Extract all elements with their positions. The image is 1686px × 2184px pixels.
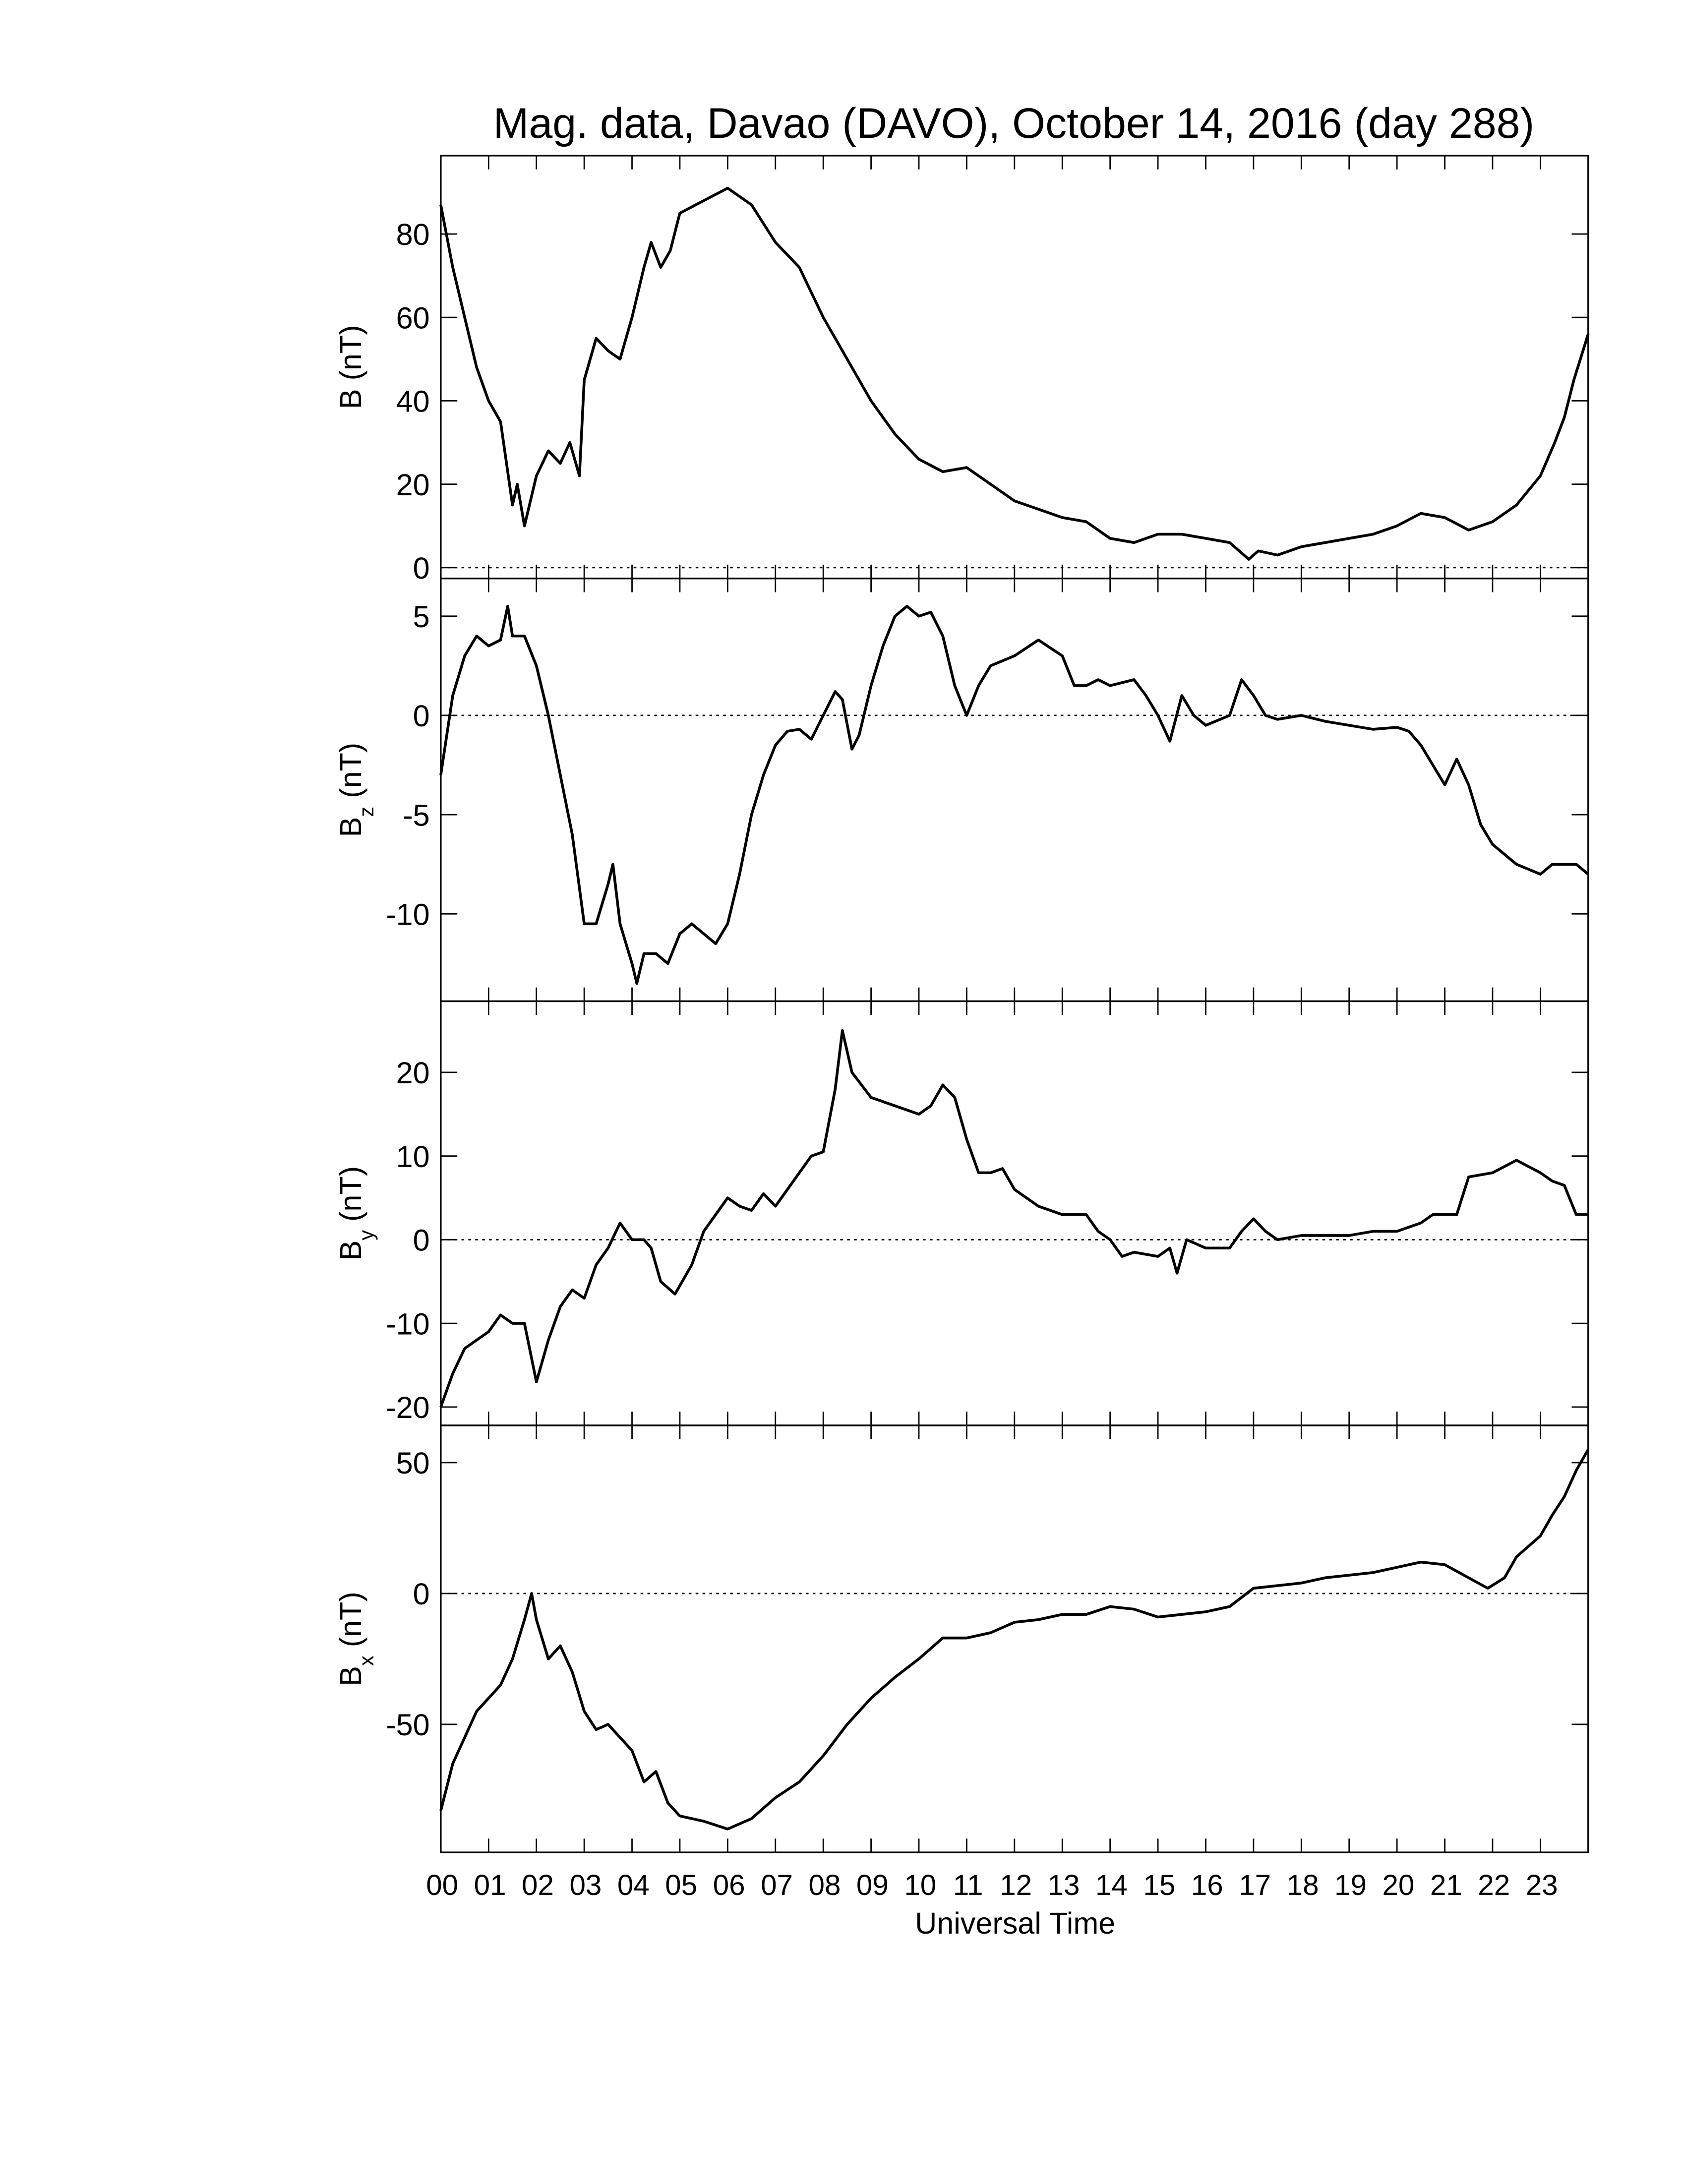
data-line: [439, 1029, 1588, 1408]
x-tick-label: 06: [713, 1869, 745, 1901]
data-line: [439, 186, 1590, 561]
y-axis-label-base: B: [334, 817, 367, 837]
y-tick-label: 20: [396, 1056, 430, 1090]
x-tick-label: 14: [1095, 1869, 1128, 1901]
x-tick-label: 22: [1478, 1869, 1510, 1901]
x-tick-label: 15: [1143, 1869, 1175, 1901]
y-axis-label-base: B: [334, 1666, 367, 1686]
y-tick-label: -50: [386, 1708, 429, 1742]
y-tick-label: 20: [396, 468, 430, 502]
y-tick-label: 0: [413, 1577, 430, 1611]
y-tick-label: -10: [386, 1307, 429, 1341]
y-tick-label: -20: [386, 1391, 429, 1424]
y-tick-label: -10: [386, 898, 429, 932]
x-tick-label: 13: [1048, 1869, 1080, 1901]
x-tick-label: 08: [809, 1869, 841, 1901]
y-axis-label: B (nT): [334, 325, 367, 409]
y-tick-label: 5: [413, 600, 430, 634]
x-tick-label: 02: [522, 1869, 554, 1901]
y-tick-label: 10: [396, 1140, 430, 1174]
y-axis-label-unit: (nT): [334, 743, 367, 807]
x-tick-label: 11: [953, 1869, 983, 1901]
x-tick-label: 19: [1334, 1869, 1367, 1901]
y-axis-label-sub: x: [355, 1655, 378, 1666]
x-tick-label: 03: [569, 1869, 602, 1901]
y-axis-label-sub: y: [355, 1230, 378, 1240]
x-tick-label: 21: [1430, 1869, 1462, 1901]
y-axis-label-sub: z: [355, 807, 378, 817]
x-tick-label: 12: [1000, 1869, 1032, 1901]
data-line: [439, 1449, 1590, 1830]
y-axis-label: Bz (nT): [334, 743, 378, 837]
x-tick-label: 17: [1239, 1869, 1271, 1901]
x-tick-label: 23: [1526, 1869, 1558, 1901]
y-tick-label: 0: [413, 551, 430, 585]
y-axis-label-unit: (nT): [334, 1166, 367, 1230]
x-tick-label: 01: [474, 1869, 506, 1901]
x-tick-label: 00: [426, 1869, 458, 1901]
x-tick-label: 09: [856, 1869, 889, 1901]
x-axis-label: Universal Time: [915, 1906, 1115, 1940]
x-tick-label: 16: [1191, 1869, 1223, 1901]
x-tick-label: 05: [665, 1869, 697, 1901]
y-axis-label: By (nT): [334, 1166, 378, 1261]
y-tick-label: 0: [413, 699, 430, 733]
y-axis-label-unit: (nT): [334, 1592, 367, 1655]
y-tick-label: 0: [413, 1224, 430, 1257]
x-tick-label: 20: [1382, 1869, 1414, 1901]
y-tick-label: 50: [396, 1446, 430, 1480]
x-tick-label: 18: [1287, 1869, 1319, 1901]
y-axis-label-unit: (nT): [334, 325, 367, 389]
y-tick-label: -5: [403, 798, 429, 832]
y-axis-label-base: B: [334, 389, 367, 409]
y-tick-label: 60: [396, 301, 430, 335]
x-tick-label: 04: [617, 1869, 650, 1901]
data-line: [439, 604, 1589, 985]
x-tick-label: 10: [904, 1869, 936, 1901]
y-axis-label-base: B: [334, 1240, 367, 1261]
chart-title: Mag. data, Davao (DAVO), October 14, 201…: [493, 100, 1535, 147]
y-tick-label: 80: [396, 218, 430, 251]
y-axis-label: Bx (nT): [334, 1592, 378, 1686]
y-tick-label: 40: [396, 385, 430, 418]
x-tick-label: 07: [761, 1869, 793, 1901]
